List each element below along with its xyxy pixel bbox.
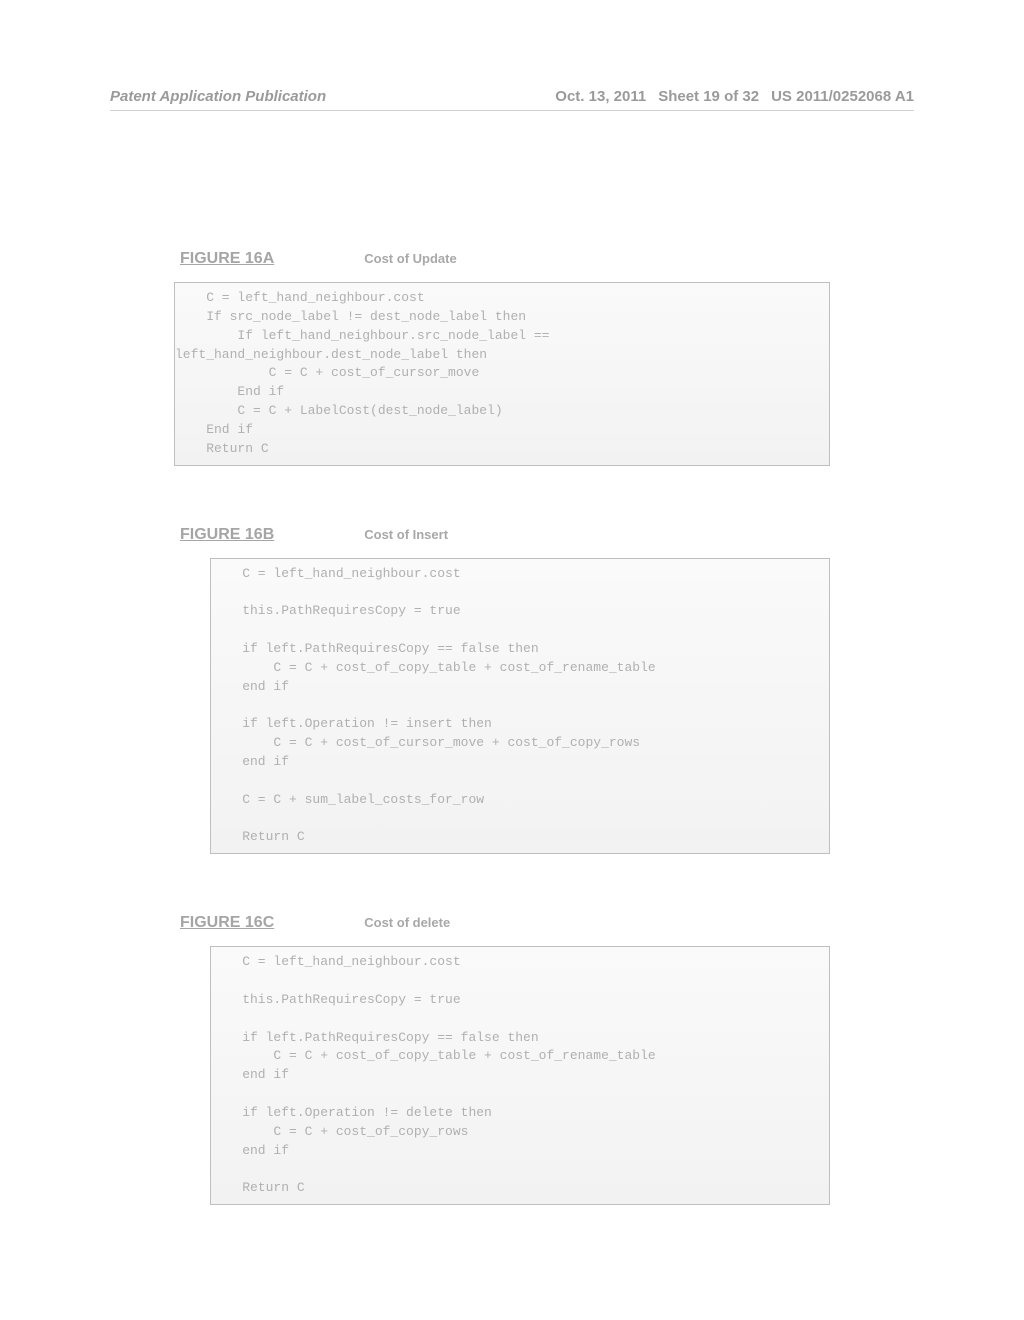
header-publication-label: Patent Application Publication xyxy=(110,88,326,105)
figure-heading: FIGURE 16C Cost of delete xyxy=(180,914,924,932)
code-box: C = left_hand_neighbour.cost If src_node… xyxy=(174,282,830,466)
header-pubno: US 2011/0252068 A1 xyxy=(771,88,914,105)
figure-label: FIGURE 16C xyxy=(180,914,274,932)
page-header: Patent Application Publication Oct. 13, … xyxy=(110,88,914,105)
header-sheet: Sheet 19 of 32 xyxy=(658,88,759,105)
header-right-block: Oct. 13, 2011 Sheet 19 of 32 US 2011/025… xyxy=(555,88,914,105)
figure-label: FIGURE 16B xyxy=(180,526,274,544)
figure-caption: Cost of delete xyxy=(364,915,450,930)
code-box: C = left_hand_neighbour.cost this.PathRe… xyxy=(210,558,830,855)
figure-caption: Cost of Insert xyxy=(364,527,448,542)
code-box: C = left_hand_neighbour.cost this.PathRe… xyxy=(210,946,830,1205)
figure-16c-section: FIGURE 16C Cost of delete C = left_hand_… xyxy=(180,914,924,1205)
content-area: FIGURE 16A Cost of Update C = left_hand_… xyxy=(180,250,924,1265)
figure-16a-section: FIGURE 16A Cost of Update C = left_hand_… xyxy=(180,250,924,466)
figure-heading: FIGURE 16A Cost of Update xyxy=(180,250,924,268)
figure-16b-section: FIGURE 16B Cost of Insert C = left_hand_… xyxy=(180,526,924,855)
header-divider xyxy=(110,110,914,111)
figure-label: FIGURE 16A xyxy=(180,250,274,268)
header-date: Oct. 13, 2011 xyxy=(555,88,646,105)
figure-heading: FIGURE 16B Cost of Insert xyxy=(180,526,924,544)
figure-caption: Cost of Update xyxy=(364,251,456,266)
